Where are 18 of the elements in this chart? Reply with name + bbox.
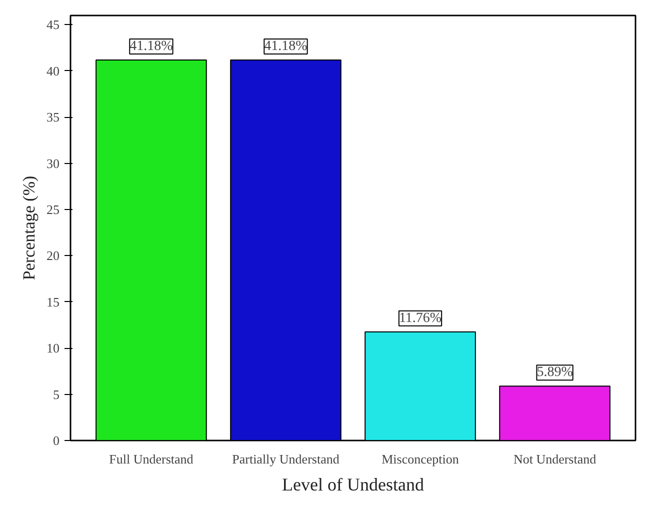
- y-tick-label: 40: [46, 63, 60, 78]
- x-tick-label: Not Understand: [513, 452, 597, 466]
- x-tick-label: Full Understand: [109, 452, 194, 466]
- x-tick-label: Misconception: [382, 452, 460, 466]
- y-tick-label: 45: [46, 17, 60, 32]
- data-label: 5.89%: [536, 365, 574, 380]
- data-label: 11.76%: [398, 310, 442, 326]
- x-axis-title: Level of Undestand: [282, 474, 424, 494]
- y-tick-label: 5: [53, 386, 60, 402]
- y-axis-title: Percentage (%): [20, 176, 38, 280]
- x-tick-label: Partially Understand: [232, 452, 340, 466]
- y-tick-label: 0: [53, 433, 60, 448]
- y-tick-label: 10: [46, 340, 60, 356]
- y-tick-label: 20: [46, 248, 60, 264]
- y-tick-label: 25: [46, 202, 60, 218]
- y-tick-label: 35: [46, 110, 60, 125]
- y-tick-label: 15: [46, 294, 60, 310]
- y-tick-label: 30: [46, 156, 60, 171]
